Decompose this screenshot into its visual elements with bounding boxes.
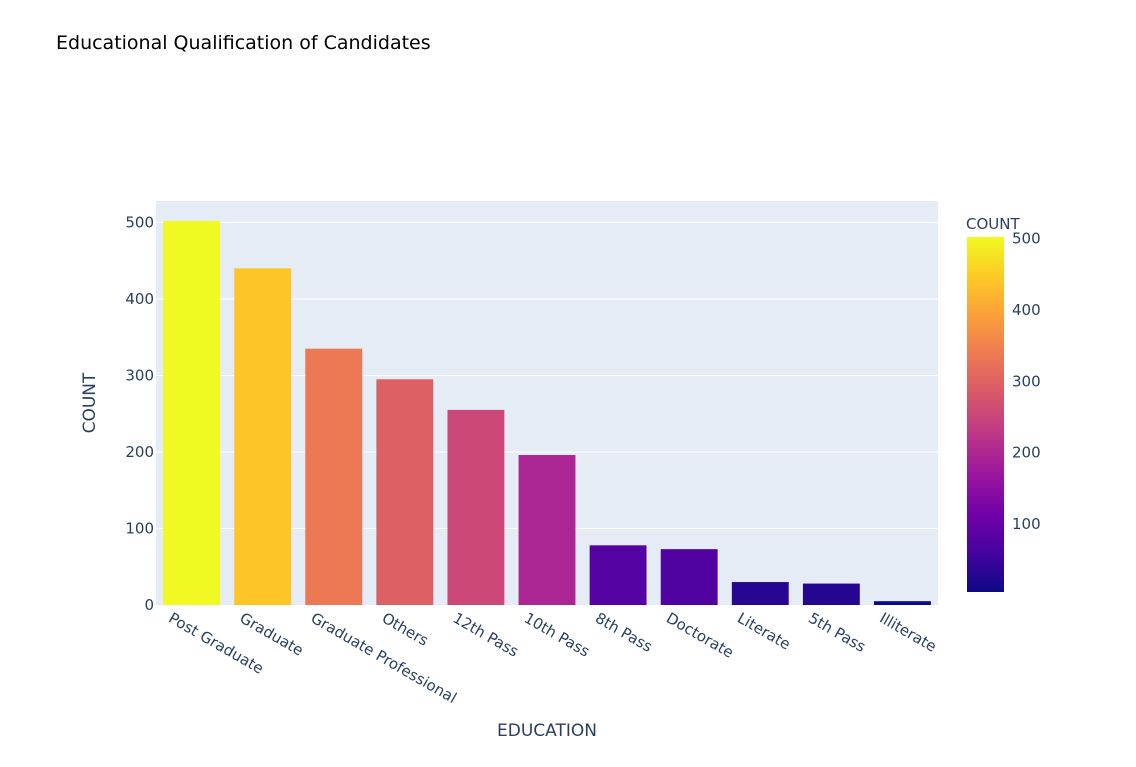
- colorbar-scale: [967, 237, 1004, 592]
- bar: [589, 545, 647, 605]
- y-tick-label: 400: [125, 290, 154, 308]
- bar: [376, 379, 434, 605]
- bar: [802, 583, 860, 605]
- y-tick-label: 0: [144, 596, 154, 614]
- bar: [447, 409, 505, 605]
- bar: [731, 582, 789, 605]
- x-tick-label: 5th Pass: [805, 609, 869, 656]
- colorbar-tick-label: 200: [1012, 444, 1041, 462]
- colorbar-tick-label: 300: [1012, 372, 1041, 390]
- y-tick-label: 200: [125, 443, 154, 461]
- colorbar: COUNT 100 200 300 400 500: [966, 215, 1041, 592]
- chart-title: Educational Qualification of Candidates: [56, 32, 431, 54]
- y-axis-title: COUNT: [80, 372, 100, 433]
- x-tick-label: Doctorate: [663, 609, 737, 662]
- y-tick-label: 300: [125, 366, 154, 384]
- bar: [874, 601, 931, 605]
- bars: [163, 220, 931, 606]
- x-tick-label: Others: [379, 609, 432, 650]
- colorbar-title: COUNT: [966, 215, 1020, 233]
- colorbar-tick-label: 500: [1012, 229, 1041, 247]
- x-tick-label: Literate: [734, 609, 793, 654]
- x-tick-label: 8th Pass: [592, 609, 656, 656]
- x-tick-label: 12th Pass: [450, 609, 522, 661]
- bar: [660, 549, 718, 605]
- y-axis-ticks: 0 100 200 300 400 500: [125, 213, 154, 614]
- y-tick-label: 500: [125, 213, 154, 231]
- bar: [305, 348, 363, 605]
- x-tick-label: 10th Pass: [521, 609, 593, 661]
- colorbar-tick-label: 100: [1012, 515, 1041, 533]
- bar: [234, 268, 292, 605]
- colorbar-ticks: 100 200 300 400 500: [1012, 229, 1041, 533]
- y-tick-label: 100: [125, 519, 154, 537]
- x-axis-title: EDUCATION: [497, 721, 597, 741]
- bar: [518, 455, 576, 605]
- bar: [163, 220, 220, 606]
- x-tick-label: Illiterate: [876, 609, 939, 656]
- colorbar-tick-label: 400: [1012, 301, 1041, 319]
